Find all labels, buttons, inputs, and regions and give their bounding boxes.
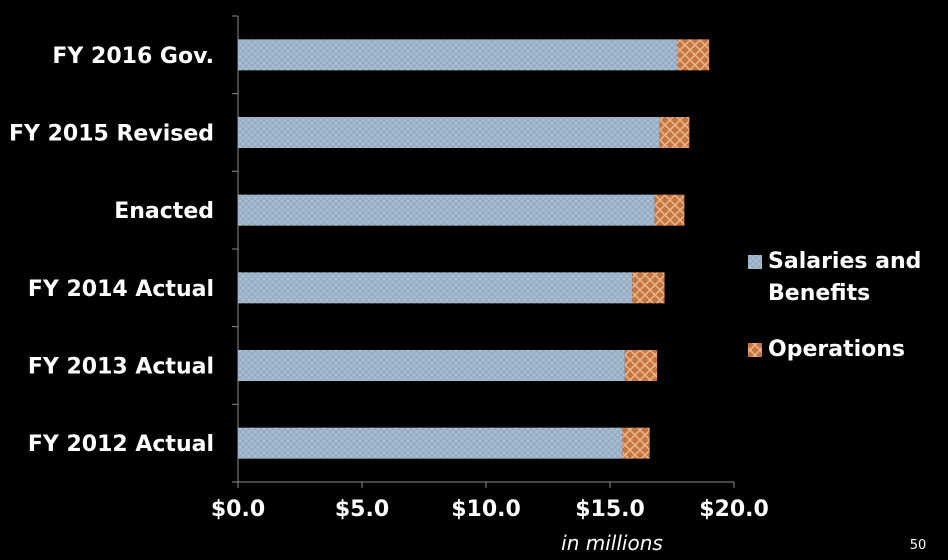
- page-number: 50: [910, 538, 927, 553]
- category-label: FY 2014 Actual: [28, 277, 214, 302]
- category-label: Enacted: [114, 199, 214, 224]
- bar-salaries: [238, 427, 623, 459]
- legend-label: Benefits: [768, 281, 870, 306]
- x-tick-label: $20.0: [699, 497, 769, 522]
- legend-swatch-operations: [748, 343, 762, 357]
- bar-salaries: [238, 272, 633, 304]
- category-label: FY 2012 Actual: [28, 432, 214, 457]
- x-tick-label: $0.0: [211, 497, 265, 522]
- legend-label: Operations: [768, 337, 905, 362]
- x-tick-label: $15.0: [575, 497, 645, 522]
- x-tick-label: $5.0: [335, 497, 389, 522]
- bar-salaries: [238, 117, 660, 148]
- x-tick-label: $10.0: [451, 497, 521, 522]
- legend-swatch-salaries: [748, 255, 762, 269]
- bar-operations: [632, 272, 665, 304]
- bar-operations: [659, 117, 690, 148]
- category-label: FY 2016 Gov.: [52, 44, 214, 69]
- bar-operations: [676, 39, 710, 71]
- bar-operations: [622, 427, 650, 459]
- bar-salaries: [238, 350, 625, 381]
- bar-operations: [624, 350, 658, 381]
- bar-operations: [654, 194, 685, 226]
- category-label: FY 2015 Revised: [9, 122, 214, 147]
- bar-salaries: [238, 194, 655, 226]
- legend-label: Salaries and: [768, 249, 921, 274]
- x-axis-unit-label: in millions: [561, 531, 663, 555]
- category-label: FY 2013 Actual: [28, 355, 214, 380]
- bar-salaries: [238, 39, 677, 71]
